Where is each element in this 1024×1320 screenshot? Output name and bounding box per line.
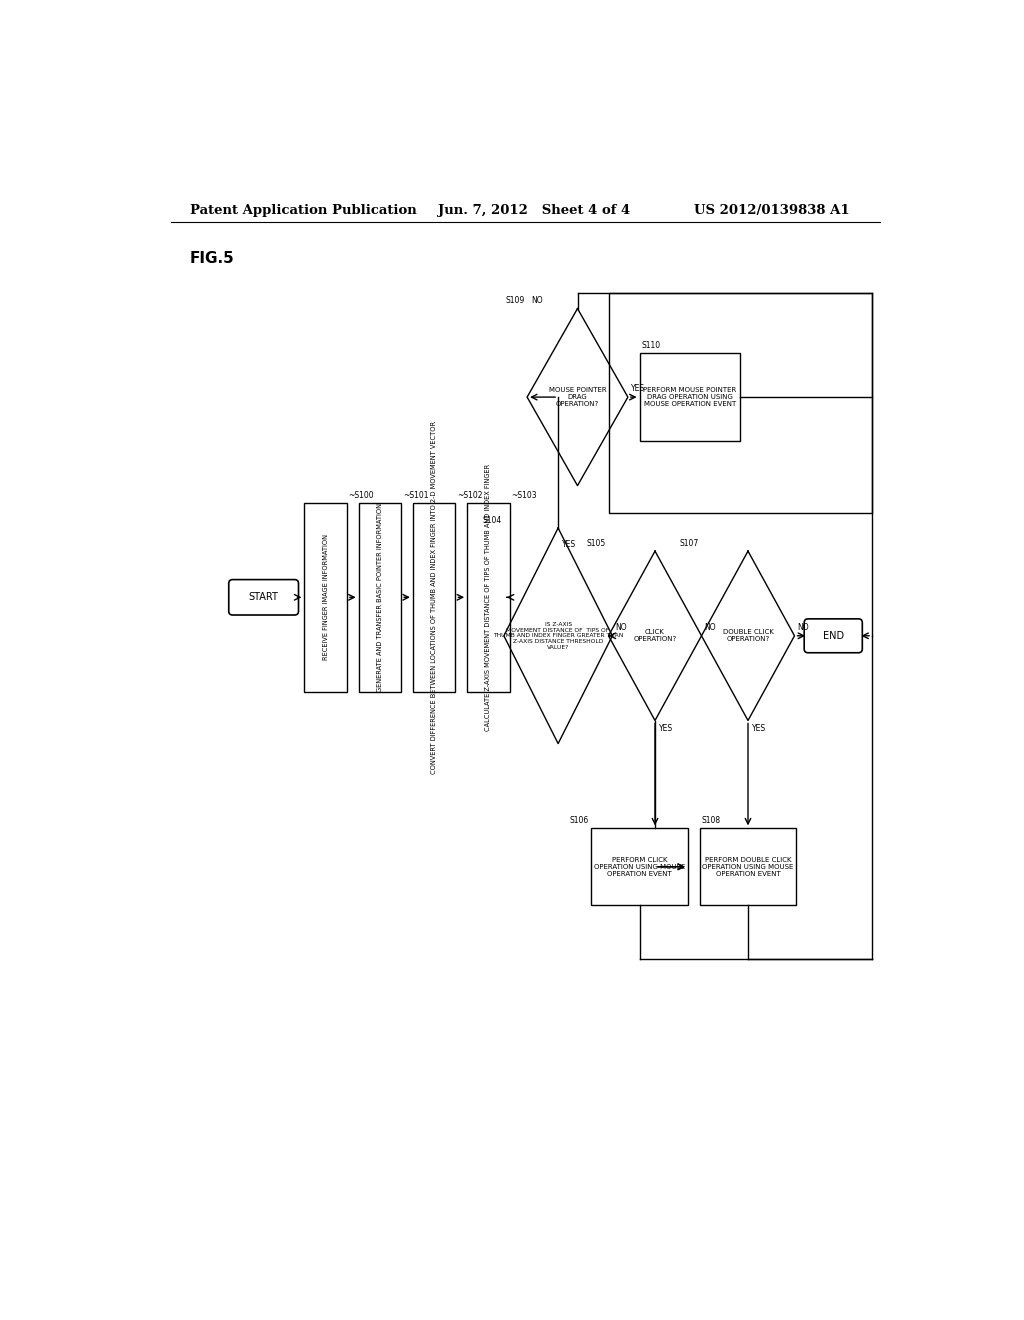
Text: YES: YES [631, 384, 645, 393]
Polygon shape [701, 552, 795, 721]
Text: GENERATE AND TRANSFER BASIC POINTER INFORMATION: GENERATE AND TRANSFER BASIC POINTER INFO… [377, 503, 383, 692]
Text: PERFORM MOUSE POINTER
DRAG OPERATION USING
MOUSE OPERATION EVENT: PERFORM MOUSE POINTER DRAG OPERATION USI… [643, 387, 736, 407]
Text: DOUBLE CLICK
OPERATION?: DOUBLE CLICK OPERATION? [723, 630, 773, 643]
Polygon shape [504, 528, 612, 743]
Text: S108: S108 [701, 816, 720, 825]
Text: US 2012/0139838 A1: US 2012/0139838 A1 [693, 205, 849, 218]
FancyBboxPatch shape [228, 579, 299, 615]
Bar [304, 503, 347, 692]
Polygon shape [527, 309, 628, 486]
FancyBboxPatch shape [804, 619, 862, 653]
Text: NO: NO [531, 296, 543, 305]
Bar [591, 829, 688, 906]
Bar [640, 352, 740, 441]
Bar [608, 293, 872, 512]
Text: S104: S104 [482, 516, 502, 525]
Text: S110: S110 [641, 341, 660, 350]
Text: NO: NO [705, 623, 716, 632]
Text: YES: YES [562, 540, 577, 549]
Text: RECEIVE FINGER IMAGE INFORMATION: RECEIVE FINGER IMAGE INFORMATION [323, 535, 329, 660]
Text: NO: NO [615, 623, 627, 632]
Text: FIG.5: FIG.5 [190, 251, 234, 267]
Text: S105: S105 [587, 539, 606, 548]
Text: END: END [822, 631, 844, 640]
Polygon shape [608, 552, 701, 721]
Text: IS Z-AXIS
MOVEMENT DISTANCE OF  TIPS OF
THUMB AND INDEX FINGER GREATER THAN
Z-AX: IS Z-AXIS MOVEMENT DISTANCE OF TIPS OF T… [493, 622, 624, 649]
Text: PERFORM DOUBLE CLICK
OPERATION USING MOUSE
OPERATION EVENT: PERFORM DOUBLE CLICK OPERATION USING MOU… [702, 857, 794, 876]
Text: NO: NO [798, 623, 809, 632]
Text: CONVERT DIFFERENCE BETWEEN LOCATIONS OF THUMB AND INDEX FINGER INTO 2-D MOVEMENT: CONVERT DIFFERENCE BETWEEN LOCATIONS OF … [431, 421, 437, 774]
Text: CLICK
OPERATION?: CLICK OPERATION? [634, 630, 677, 643]
Text: ~S102: ~S102 [457, 491, 482, 500]
Text: PERFORM CLICK
OPERATION USING MOUSE
OPERATION EVENT: PERFORM CLICK OPERATION USING MOUSE OPER… [594, 857, 685, 876]
Text: START: START [249, 593, 279, 602]
Text: YES: YES [752, 725, 766, 734]
Bar [413, 503, 456, 692]
Text: S107: S107 [680, 539, 699, 548]
Text: S109: S109 [506, 297, 524, 305]
Text: YES: YES [658, 725, 673, 734]
Text: S106: S106 [569, 816, 589, 825]
Text: Jun. 7, 2012   Sheet 4 of 4: Jun. 7, 2012 Sheet 4 of 4 [438, 205, 630, 218]
Text: ~S100: ~S100 [348, 491, 374, 500]
Bar [467, 503, 510, 692]
Bar [699, 829, 797, 906]
Bar [358, 503, 401, 692]
Text: CALCULATE Z-AXIS MOVEMENT DISTANCE OF TIPS OF THUMB AND INDEX FINGER: CALCULATE Z-AXIS MOVEMENT DISTANCE OF TI… [485, 463, 492, 731]
Text: Patent Application Publication: Patent Application Publication [190, 205, 417, 218]
Text: ~S101: ~S101 [402, 491, 428, 500]
Text: MOUSE POINTER
DRAG
OPERATION?: MOUSE POINTER DRAG OPERATION? [549, 387, 606, 407]
Text: ~S103: ~S103 [511, 491, 537, 500]
